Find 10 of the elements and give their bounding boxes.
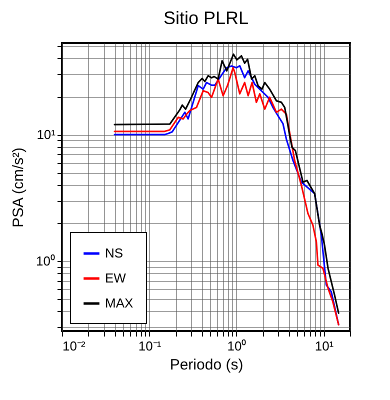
x-tick-label: 10¹ [314, 338, 334, 354]
legend-label: EW [105, 270, 127, 286]
y-axis-title: PSA (cm/s²) [10, 147, 28, 228]
x-axis-title: Periodo (s) [170, 356, 244, 374]
chart-title: Sitio PLRL [163, 8, 249, 28]
x-tick-label: 10⁻² [62, 338, 86, 354]
legend-label: NS [105, 246, 124, 260]
x-tick-label: 10⁻¹ [138, 338, 162, 354]
legend-label: MAX [105, 296, 134, 310]
x-tick-label: 10⁰ [227, 338, 247, 354]
